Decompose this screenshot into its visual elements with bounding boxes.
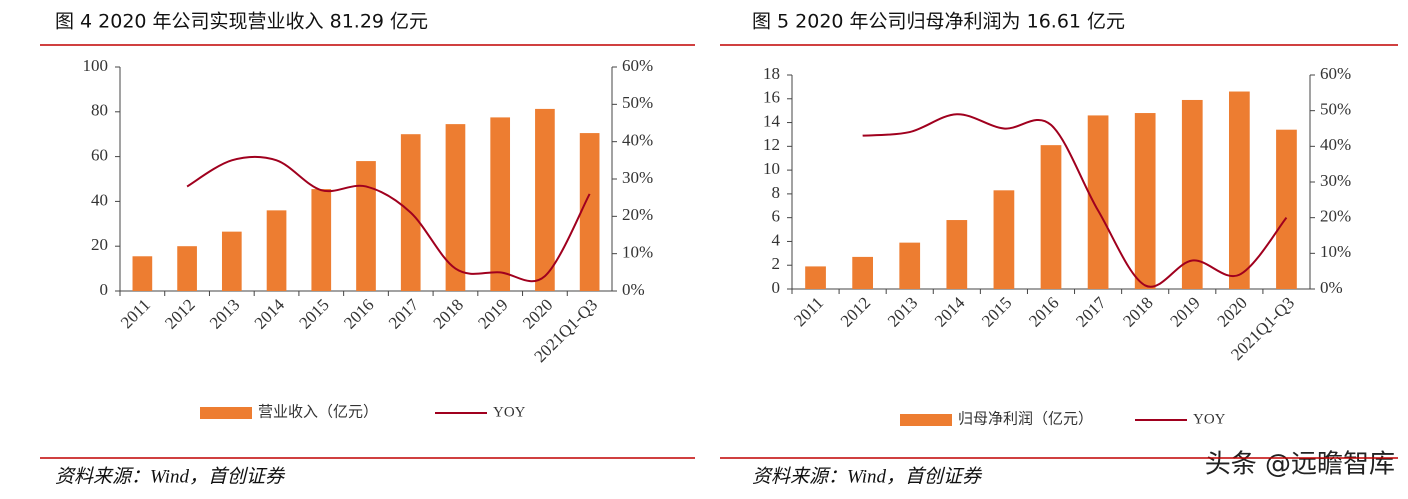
y2-tick-label: 30%	[1320, 171, 1351, 190]
y-tick-label: 0	[100, 280, 109, 299]
x-tick-label: 2020	[1213, 293, 1250, 330]
x-tick-label: 2013	[206, 295, 243, 332]
line	[862, 113, 1288, 288]
x-tick-label: 2011	[117, 295, 154, 332]
y-tick-label: 4	[772, 230, 781, 249]
x-tick-label: 2012	[837, 293, 874, 330]
x-tick-label: 2012	[161, 295, 198, 332]
x-tick-label: 2017	[1072, 293, 1110, 331]
y2-tick-label: 40%	[622, 131, 653, 150]
bar	[1229, 91, 1250, 289]
bar	[311, 189, 332, 291]
y-tick-label: 100	[83, 56, 109, 75]
bar	[993, 190, 1015, 289]
bar	[1087, 115, 1109, 289]
bar	[1134, 113, 1156, 290]
legend-label: YOY	[493, 404, 526, 420]
y2-tick-label: 20%	[1320, 207, 1351, 226]
y-tick-label: 80	[91, 101, 108, 120]
y2-tick-label: 60%	[1320, 64, 1351, 83]
y2-tick-label: 50%	[1320, 100, 1351, 119]
bar	[266, 210, 287, 291]
x-tick-label: 2016	[1025, 293, 1062, 330]
bar	[579, 133, 600, 291]
bar	[805, 266, 826, 289]
x-tick-label: 2013	[884, 293, 921, 330]
y-tick-label: 2	[772, 254, 781, 273]
y-tick-label: 10	[763, 159, 780, 178]
chart-title: 图 5 2020 年公司归母净利润为 16.61 亿元	[752, 11, 1125, 33]
x-tick-label: 2019	[474, 295, 511, 332]
source: 资料来源：Wind，首创证券	[752, 465, 983, 487]
y-tick-label: 60	[91, 146, 108, 165]
y2-tick-label: 10%	[622, 243, 653, 262]
bar	[852, 256, 873, 289]
x-tick-label: 2018	[430, 295, 467, 332]
y2-tick-label: 20%	[622, 205, 653, 224]
x-tick-label: 2011	[790, 293, 827, 330]
bar	[535, 108, 555, 291]
y-tick-label: 6	[772, 207, 781, 226]
y-tick-label: 18	[763, 64, 780, 83]
x-tick-label: 2019	[1166, 293, 1203, 330]
x-tick-label: 2014	[251, 295, 289, 333]
x-tick-label: 2015	[978, 293, 1015, 330]
y-tick-label: 16	[763, 88, 780, 107]
x-tick-label: 2020	[519, 295, 556, 332]
bar	[445, 124, 466, 292]
y-tick-label: 14	[763, 111, 781, 130]
y2-tick-label: 10%	[1320, 242, 1351, 261]
legend-swatch	[900, 414, 952, 426]
y2-tick-label: 30%	[622, 168, 653, 187]
y2-tick-label: 0%	[1320, 278, 1343, 297]
chart-title: 图 4 2020 年公司实现营业收入 81.29 亿元	[55, 11, 428, 33]
y2-tick-label: 60%	[622, 56, 653, 75]
x-tick-label: 2015	[295, 295, 332, 332]
bar	[1276, 129, 1297, 289]
legend-swatch	[200, 407, 252, 419]
bar	[899, 242, 921, 289]
bar	[221, 231, 242, 291]
legend-label: 营业收入（亿元）	[258, 403, 378, 420]
y-tick-label: 20	[91, 235, 108, 254]
bar	[946, 220, 968, 289]
y2-tick-label: 0%	[622, 280, 645, 299]
watermark: 头条 @远瞻智库	[1205, 450, 1395, 480]
bar	[356, 161, 376, 291]
y-tick-label: 0	[772, 278, 781, 297]
line	[186, 155, 591, 283]
x-tick-label: 2014	[931, 293, 969, 331]
y2-tick-label: 50%	[622, 93, 653, 112]
y-tick-label: 12	[763, 135, 780, 154]
legend-label: 归母净利润（亿元）	[958, 410, 1093, 427]
bar	[490, 117, 511, 292]
bar	[132, 256, 153, 291]
y2-tick-label: 40%	[1320, 135, 1351, 154]
bar	[177, 246, 197, 291]
legend-label: YOY	[1193, 411, 1226, 427]
source: 资料来源：Wind，首创证券	[55, 465, 286, 487]
y-tick-label: 8	[772, 183, 781, 202]
bar	[1181, 99, 1203, 289]
bar	[1040, 145, 1062, 289]
x-tick-label: 2016	[340, 295, 377, 332]
x-tick-label: 2017	[385, 295, 423, 333]
y-tick-label: 40	[91, 190, 108, 209]
x-tick-label: 2018	[1119, 293, 1156, 330]
